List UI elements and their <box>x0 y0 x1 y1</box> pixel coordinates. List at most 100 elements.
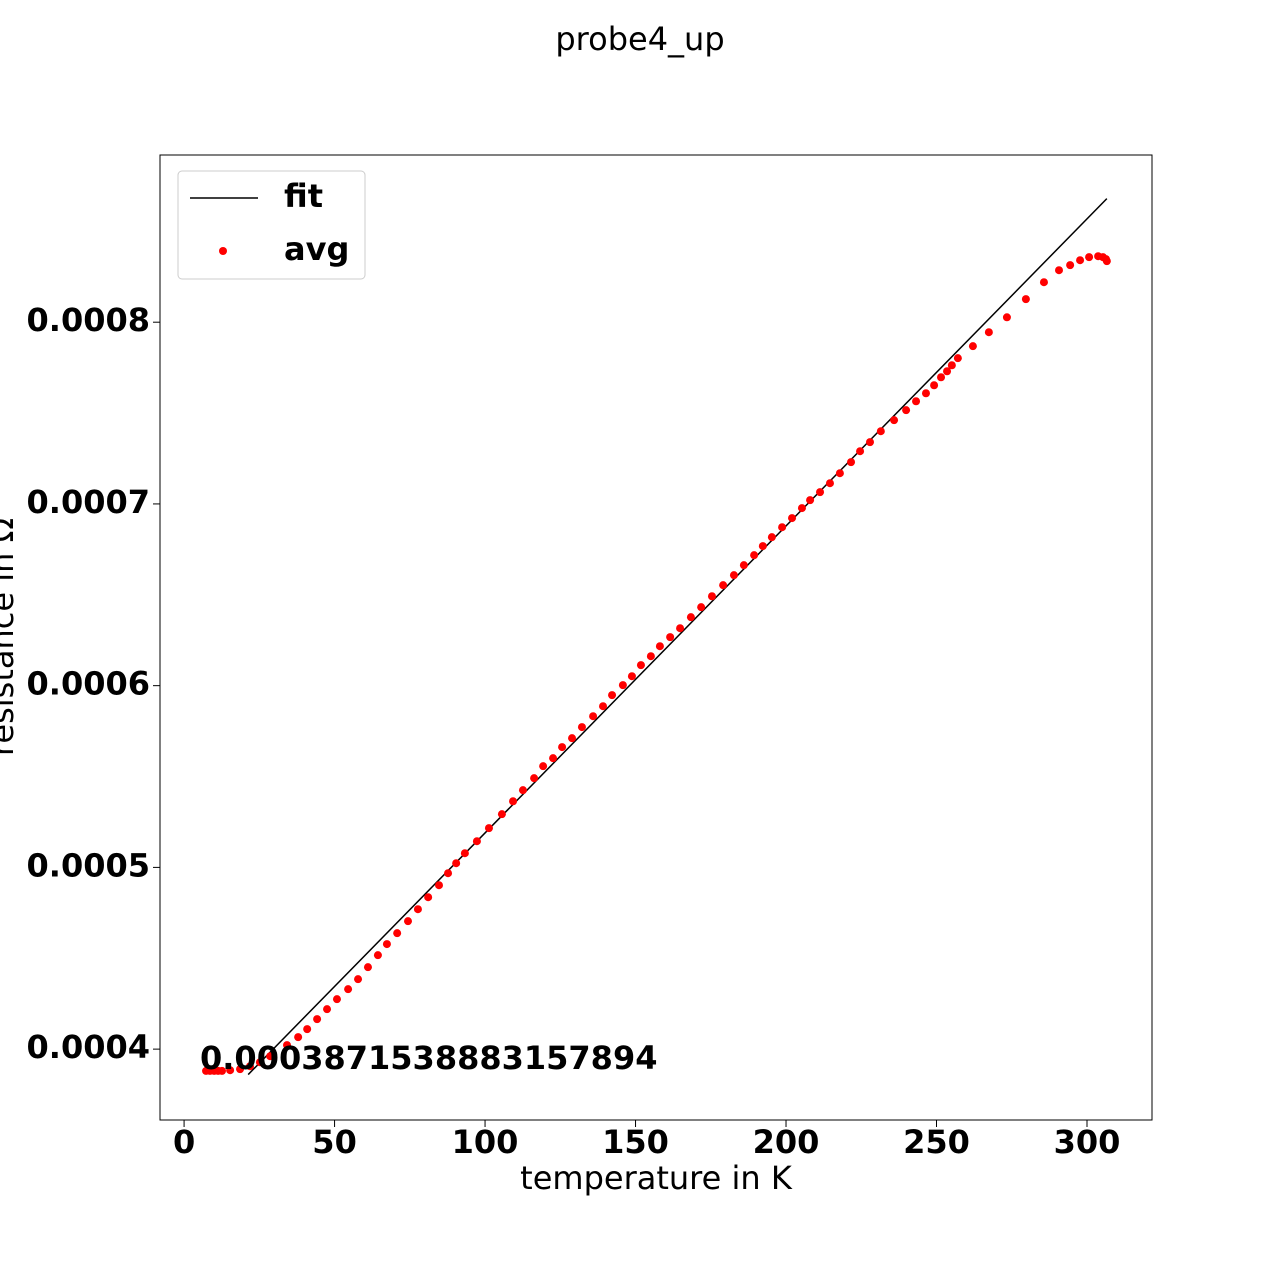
data-point <box>676 624 685 633</box>
data-point <box>452 859 461 868</box>
data-point <box>697 603 706 612</box>
data-point <box>816 488 825 497</box>
data-point <box>627 672 636 681</box>
data-point <box>943 367 952 376</box>
data-point <box>890 416 899 425</box>
data-point <box>518 786 527 795</box>
y-tick-label: 0.0004 <box>27 1028 150 1066</box>
data-point <box>283 1041 292 1050</box>
data-point <box>323 1005 332 1014</box>
data-point <box>539 762 548 771</box>
data-point <box>806 496 815 505</box>
data-point <box>577 723 586 732</box>
data-point <box>608 691 617 700</box>
data-point <box>484 824 493 833</box>
data-point <box>509 797 518 806</box>
data-point <box>313 1015 322 1024</box>
data-point <box>921 389 930 398</box>
data-point <box>719 581 728 590</box>
data-point <box>413 905 422 914</box>
data-point <box>344 985 353 994</box>
annotation: 0.0003871538883157894 <box>200 1039 657 1077</box>
data-point <box>294 1033 303 1042</box>
data-point <box>373 951 382 960</box>
data-point <box>953 354 962 363</box>
data-point <box>947 361 956 370</box>
data-point <box>444 869 453 878</box>
data-point <box>363 963 372 972</box>
legend-label: avg <box>284 230 349 268</box>
y-tick-label: 0.0008 <box>27 301 150 339</box>
x-tick-label: 200 <box>753 1123 820 1161</box>
data-point <box>404 917 412 926</box>
x-tick-label: 100 <box>452 1123 519 1161</box>
data-point <box>750 551 759 560</box>
y-tick-label: 0.0005 <box>27 846 150 884</box>
data-point <box>424 893 433 902</box>
x-tick-label: 0 <box>173 1123 195 1161</box>
y-tick-label: 0.0006 <box>27 665 150 703</box>
data-point <box>1021 295 1030 304</box>
data-point <box>1066 261 1075 270</box>
data-point <box>937 373 946 382</box>
data-point <box>599 702 608 711</box>
data-point <box>729 571 738 580</box>
data-point <box>218 1066 226 1075</box>
data-point <box>393 929 402 938</box>
data-point <box>460 849 469 858</box>
x-tick-label: 300 <box>1054 1123 1121 1161</box>
data-point <box>1039 278 1048 287</box>
data-point <box>1055 266 1063 275</box>
data-point <box>636 661 645 670</box>
data-point <box>382 940 391 949</box>
data-point <box>1076 256 1085 265</box>
data-point <box>255 1058 264 1067</box>
legend-swatch <box>219 247 227 255</box>
data-point <box>435 881 443 890</box>
fit-line <box>247 198 1108 1076</box>
data-point <box>303 1025 312 1034</box>
data-point <box>497 810 506 819</box>
x-tick-label: 250 <box>903 1123 970 1161</box>
data-point <box>655 642 664 651</box>
data-point <box>876 427 885 436</box>
plot-area <box>159 154 1153 1121</box>
data-point <box>767 533 776 542</box>
data-point <box>589 712 598 721</box>
data-point <box>912 397 921 406</box>
data-point <box>549 754 558 763</box>
data-point <box>472 837 481 846</box>
data-point <box>797 504 806 513</box>
data-point <box>984 328 993 337</box>
data-point <box>568 734 577 743</box>
data-point <box>902 406 911 415</box>
data-point <box>646 652 655 661</box>
data-point <box>847 458 856 467</box>
y-tick-label: 0.0007 <box>27 483 150 521</box>
data-point <box>332 995 341 1004</box>
data-point <box>856 447 865 456</box>
data-point <box>739 561 748 570</box>
data-point <box>266 1052 275 1061</box>
data-point <box>930 381 939 390</box>
data-point <box>236 1065 245 1074</box>
data-point <box>354 975 363 984</box>
data-point <box>226 1066 235 1075</box>
legend-label: fit <box>284 177 323 215</box>
data-point <box>707 592 716 601</box>
data-point <box>778 523 787 532</box>
data-point <box>686 613 695 622</box>
data-point <box>666 633 675 642</box>
x-tick-label: 50 <box>312 1123 357 1161</box>
data-point <box>245 1062 254 1071</box>
data-point <box>1002 313 1011 322</box>
data-point <box>835 469 844 478</box>
data-point <box>1085 253 1094 262</box>
data-point <box>1102 257 1111 266</box>
data-point <box>968 342 977 351</box>
x-tick-label: 150 <box>602 1123 669 1161</box>
data-point <box>618 681 627 690</box>
data-point <box>758 542 767 551</box>
